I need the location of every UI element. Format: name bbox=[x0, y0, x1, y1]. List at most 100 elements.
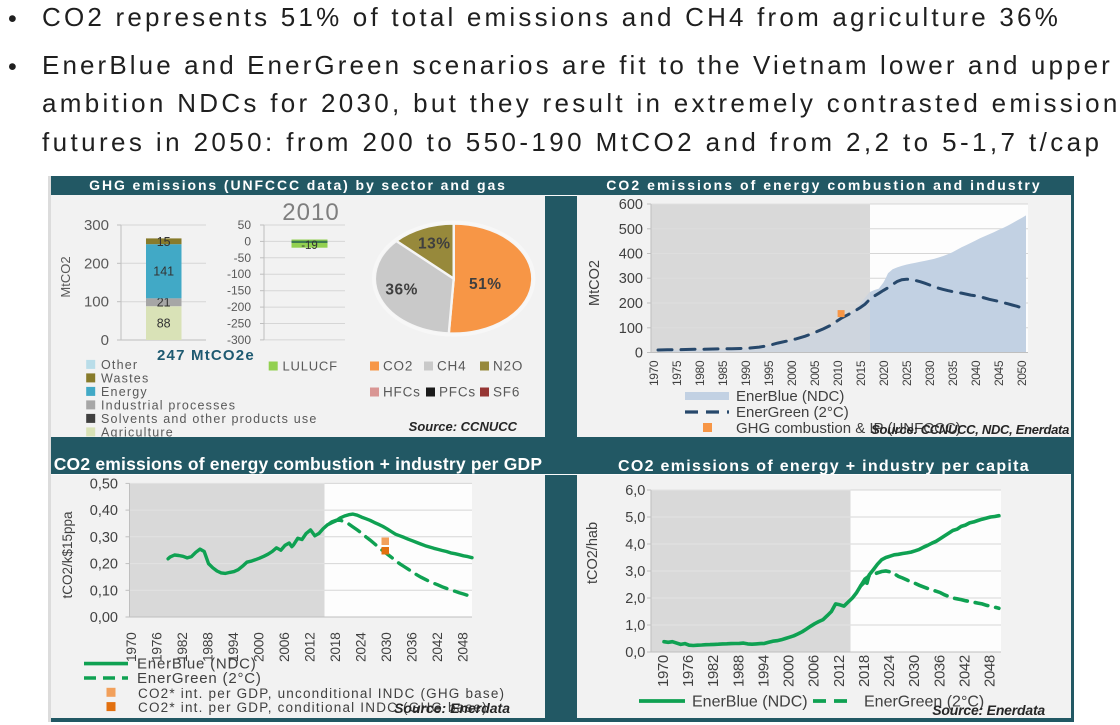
svg-text:Source: CCNUCC, NDC, Enerdata: Source: CCNUCC, NDC, Enerdata bbox=[871, 422, 1069, 437]
svg-text:Solvents and other products us: Solvents and other products use bbox=[101, 412, 317, 426]
svg-text:1976: 1976 bbox=[150, 632, 165, 662]
svg-text:2024: 2024 bbox=[354, 632, 369, 662]
svg-text:2024: 2024 bbox=[881, 655, 898, 687]
svg-text:Wastes: Wastes bbox=[101, 371, 149, 385]
svg-text:0: 0 bbox=[244, 234, 251, 248]
svg-text:EnerBlue (NDC): EnerBlue (NDC) bbox=[692, 694, 808, 711]
svg-text:1988: 1988 bbox=[201, 632, 216, 662]
svg-text:-50: -50 bbox=[234, 251, 252, 265]
svg-text:1985: 1985 bbox=[716, 360, 730, 386]
svg-text:0,50: 0,50 bbox=[90, 476, 118, 492]
svg-text:2000: 2000 bbox=[252, 632, 267, 662]
svg-text:GHG combustion & IP (UNFCCC): GHG combustion & IP (UNFCCC) bbox=[736, 420, 961, 437]
svg-text:2010: 2010 bbox=[831, 360, 845, 386]
svg-text:2010: 2010 bbox=[282, 199, 339, 226]
svg-text:100: 100 bbox=[84, 294, 109, 311]
svg-text:2042: 2042 bbox=[430, 633, 445, 663]
svg-text:1995: 1995 bbox=[762, 360, 776, 386]
svg-text:0,30: 0,30 bbox=[90, 530, 118, 546]
svg-text:200: 200 bbox=[84, 255, 109, 272]
svg-text:EnerBlue (NDC): EnerBlue (NDC) bbox=[736, 388, 844, 405]
svg-text:EnerBlue (NDC): EnerBlue (NDC) bbox=[137, 656, 257, 673]
svg-text:LULUCF: LULUCF bbox=[283, 359, 338, 374]
svg-text:Source: Enerdata: Source: Enerdata bbox=[932, 702, 1045, 718]
svg-text:1970: 1970 bbox=[647, 360, 661, 386]
svg-text:2018: 2018 bbox=[328, 632, 343, 662]
svg-text:600: 600 bbox=[619, 197, 643, 213]
svg-text:400: 400 bbox=[619, 247, 643, 263]
svg-text:1994: 1994 bbox=[226, 632, 241, 662]
svg-text:2045: 2045 bbox=[992, 360, 1006, 386]
svg-text:1,0: 1,0 bbox=[625, 618, 645, 634]
svg-text:0,10: 0,10 bbox=[90, 583, 118, 599]
svg-text:MtCO2: MtCO2 bbox=[587, 260, 603, 306]
svg-text:0: 0 bbox=[635, 346, 643, 362]
svg-text:2048: 2048 bbox=[456, 632, 471, 662]
svg-text:2050: 2050 bbox=[1015, 360, 1029, 386]
svg-text:300: 300 bbox=[84, 217, 109, 234]
svg-text:6,0: 6,0 bbox=[625, 483, 645, 499]
svg-text:1975: 1975 bbox=[670, 360, 684, 386]
svg-text:2000: 2000 bbox=[785, 360, 799, 386]
svg-text:141: 141 bbox=[153, 265, 174, 279]
svg-text:2005: 2005 bbox=[808, 360, 822, 386]
svg-text:EnerGreen (2°C): EnerGreen (2°C) bbox=[864, 694, 984, 711]
svg-text:EnerGreen (2°C): EnerGreen (2°C) bbox=[736, 404, 849, 421]
svg-text:247 MtCO2e: 247 MtCO2e bbox=[157, 347, 255, 364]
svg-text:1982: 1982 bbox=[175, 633, 190, 663]
svg-text:CO2* int. per GDP, uncondition: CO2* int. per GDP, unconditional INDC (G… bbox=[138, 686, 505, 701]
svg-text:15: 15 bbox=[157, 235, 171, 249]
svg-text:88: 88 bbox=[157, 317, 171, 331]
svg-text:2006: 2006 bbox=[806, 655, 823, 687]
svg-text:2020: 2020 bbox=[877, 360, 891, 386]
svg-text:Agriculture: Agriculture bbox=[101, 425, 174, 437]
svg-text:1990: 1990 bbox=[739, 360, 753, 386]
svg-text:2036: 2036 bbox=[405, 632, 420, 662]
svg-text:2015: 2015 bbox=[854, 360, 868, 386]
svg-text:2012: 2012 bbox=[303, 633, 318, 663]
svg-text:SF6: SF6 bbox=[493, 385, 520, 400]
svg-text:2042: 2042 bbox=[956, 655, 973, 687]
svg-text:CO2: CO2 bbox=[383, 359, 413, 374]
svg-text:-100: -100 bbox=[227, 267, 251, 281]
svg-text:2040: 2040 bbox=[969, 360, 983, 386]
svg-text:0: 0 bbox=[101, 332, 109, 349]
svg-text:-200: -200 bbox=[227, 300, 251, 314]
svg-text:1982: 1982 bbox=[705, 655, 722, 687]
svg-text:200: 200 bbox=[619, 296, 643, 312]
svg-text:0,20: 0,20 bbox=[90, 557, 118, 573]
svg-text:500: 500 bbox=[619, 222, 643, 238]
svg-text:2000: 2000 bbox=[781, 655, 798, 687]
svg-text:2,0: 2,0 bbox=[625, 591, 645, 607]
svg-text:2006: 2006 bbox=[277, 632, 292, 662]
svg-text:1988: 1988 bbox=[730, 655, 747, 687]
svg-text:1970: 1970 bbox=[124, 632, 139, 662]
svg-text:Source: Enerdata: Source: Enerdata bbox=[394, 700, 510, 716]
svg-text:0,40: 0,40 bbox=[90, 503, 118, 519]
svg-text:1976: 1976 bbox=[680, 655, 697, 687]
svg-text:1994: 1994 bbox=[756, 655, 773, 687]
svg-text:PFCs: PFCs bbox=[439, 385, 476, 400]
svg-text:36%: 36% bbox=[385, 282, 418, 299]
svg-text:-300: -300 bbox=[227, 333, 251, 347]
svg-text:0,0: 0,0 bbox=[625, 645, 645, 661]
svg-text:tCO2/k$15ppa: tCO2/k$15ppa bbox=[60, 511, 75, 599]
svg-text:5,0: 5,0 bbox=[625, 510, 645, 526]
svg-text:N2O: N2O bbox=[493, 359, 523, 374]
svg-text:2036: 2036 bbox=[931, 655, 948, 687]
svg-text:2030: 2030 bbox=[906, 655, 923, 687]
svg-text:2025: 2025 bbox=[900, 360, 914, 386]
svg-text:2030: 2030 bbox=[923, 360, 937, 386]
svg-text:4,0: 4,0 bbox=[625, 537, 645, 553]
svg-text:1980: 1980 bbox=[693, 360, 707, 386]
svg-text:Other: Other bbox=[101, 358, 138, 372]
svg-text:EnerGreen (2°C): EnerGreen (2°C) bbox=[137, 670, 262, 687]
svg-text:300: 300 bbox=[619, 271, 643, 287]
svg-text:MtCO2: MtCO2 bbox=[58, 256, 73, 297]
svg-text:-19: -19 bbox=[301, 240, 318, 252]
svg-text:0,00: 0,00 bbox=[90, 610, 118, 626]
svg-text:100: 100 bbox=[619, 321, 643, 337]
svg-text:13%: 13% bbox=[418, 236, 451, 253]
svg-text:Source: CCNUCC: Source: CCNUCC bbox=[409, 419, 518, 434]
svg-text:3,0: 3,0 bbox=[625, 564, 645, 580]
